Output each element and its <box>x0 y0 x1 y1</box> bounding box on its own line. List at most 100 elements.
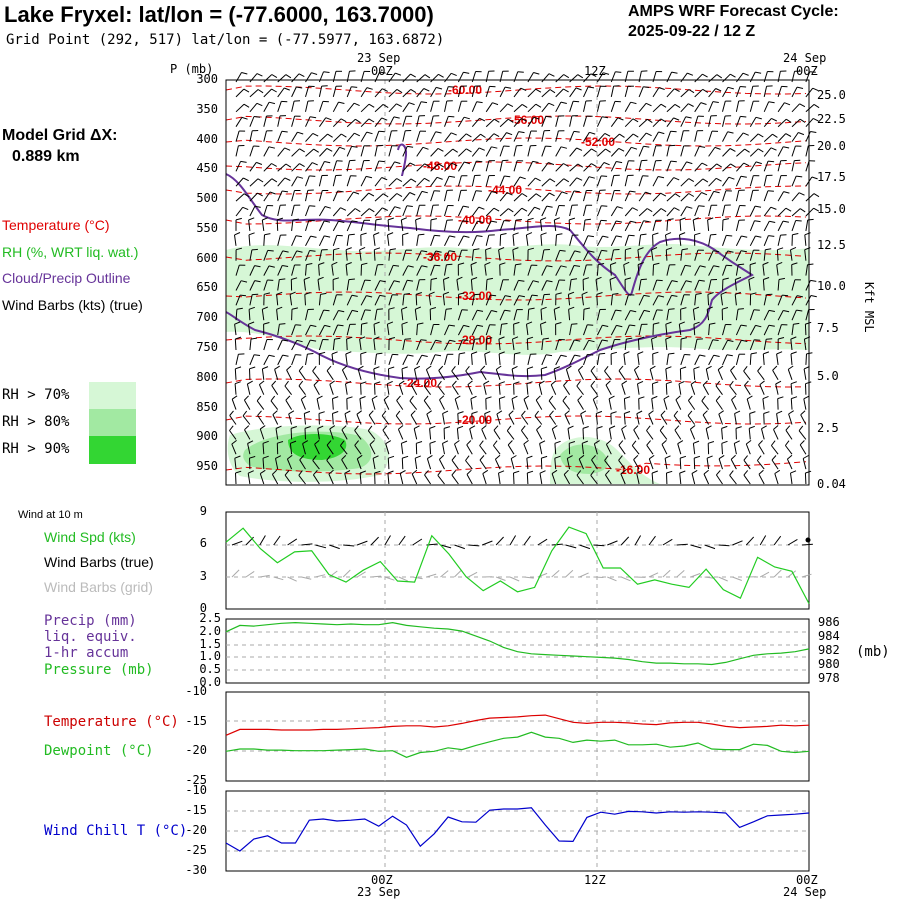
wind-barb <box>495 365 502 380</box>
wind-barb <box>430 324 440 336</box>
wind-barb <box>527 294 538 306</box>
wind-barb <box>443 276 450 291</box>
surface-barb-grid <box>579 572 589 578</box>
wind-barb <box>569 87 582 98</box>
wind-barb <box>638 309 650 321</box>
wind-barb <box>416 339 427 351</box>
wind-barb <box>444 250 456 261</box>
wind-barb <box>609 276 616 291</box>
wind-barb <box>231 395 238 410</box>
surface-panel-frame <box>225 511 810 610</box>
wind-barb <box>249 116 261 127</box>
surface-barb-grid <box>593 576 604 578</box>
wind-barb <box>235 470 242 485</box>
wind-barb <box>263 249 274 261</box>
wind-barb <box>555 163 569 172</box>
wind-barb <box>555 339 565 351</box>
wind-barb <box>722 250 734 261</box>
temp-contour-label--32: -32.00 <box>458 289 492 303</box>
wind-barb <box>762 351 770 365</box>
wind-barb <box>513 118 527 128</box>
wind-barb <box>332 234 343 246</box>
surface-barb-grid <box>565 569 574 578</box>
wind-barb <box>291 218 299 231</box>
wind-barb <box>805 145 815 157</box>
height-tick-4: 15.0 <box>817 202 846 216</box>
wind-barb <box>305 353 314 365</box>
precip-y-tick-1.0: 1.0 <box>199 649 221 664</box>
wind-barb <box>429 425 436 440</box>
wind-barb <box>317 276 324 291</box>
wind-barb <box>609 425 616 440</box>
wind-barb <box>246 380 253 395</box>
wind-barb <box>705 425 712 440</box>
wind-barb <box>275 455 282 470</box>
wind-barb <box>471 147 485 157</box>
wind-barb <box>451 365 459 381</box>
wind-barb <box>702 380 710 395</box>
label-liq-equiv: liq. equiv. <box>44 629 137 645</box>
wind-barb <box>235 72 248 83</box>
wind-barb <box>457 309 468 321</box>
wind-barb <box>583 250 595 261</box>
wind-barb <box>305 308 314 321</box>
surface-barb-true <box>704 544 716 550</box>
wind-barb <box>541 162 555 172</box>
wind-barb <box>398 380 405 395</box>
temp-panel-frame <box>225 691 810 782</box>
wind-barb <box>345 351 352 365</box>
wind-barb <box>763 220 776 232</box>
pressure-tick-400: 400 <box>196 131 218 146</box>
surface-barb-true <box>787 538 798 546</box>
wind-barb <box>569 265 581 276</box>
temp-contour--24 <box>225 378 807 388</box>
wind-barb <box>638 396 645 410</box>
wind-barb <box>291 307 299 321</box>
wind-barb <box>277 177 291 187</box>
wind-barb <box>401 306 408 321</box>
wind-barb <box>513 207 528 217</box>
wind-barb <box>235 177 249 187</box>
wind-barb <box>553 366 560 380</box>
wind-barb <box>749 309 760 321</box>
wind-barb <box>749 175 760 187</box>
wind-barb <box>590 380 598 395</box>
wind-barb <box>666 470 673 485</box>
legend-rh90: RH > 90% <box>2 441 70 457</box>
wind-barb <box>610 100 621 112</box>
surface-barb-true <box>440 544 452 549</box>
wind-barb <box>373 336 380 351</box>
wind-barb <box>624 101 637 113</box>
wind-barb <box>263 191 276 202</box>
wind-barb <box>277 130 288 142</box>
wind-barb <box>651 336 658 351</box>
wind-barb <box>777 396 784 410</box>
label-wind-barbs-true: Wind Barbs (true) <box>44 554 154 570</box>
wind-barb <box>736 132 749 142</box>
wind-barb <box>388 280 401 291</box>
wind-barb <box>360 322 368 336</box>
wind-barb <box>263 115 273 127</box>
wind-barb <box>513 263 522 276</box>
wind-barb <box>303 410 311 425</box>
wind-barb <box>416 354 428 366</box>
wind-barb <box>555 130 565 142</box>
height-tick-0: 25.0 <box>817 88 846 102</box>
wind-barb <box>430 115 440 127</box>
pressure-tick-900: 900 <box>196 429 218 444</box>
precip-y-tick-1.5: 1.5 <box>199 636 221 651</box>
wind-barb <box>346 132 361 142</box>
wind-barb <box>722 115 732 127</box>
wind-barb <box>679 470 686 485</box>
wind-barb <box>610 85 620 98</box>
wind-barb <box>415 292 422 306</box>
wind-barb <box>624 133 639 142</box>
wind-barb <box>539 440 546 455</box>
wind-barb <box>305 175 316 187</box>
wind-barb <box>569 323 578 336</box>
wind-barb <box>680 248 688 261</box>
wind-barb <box>596 308 606 321</box>
pressure-y-tick-986: 986 <box>818 614 840 629</box>
wind-barb <box>763 338 773 351</box>
wind-barb <box>554 440 561 455</box>
